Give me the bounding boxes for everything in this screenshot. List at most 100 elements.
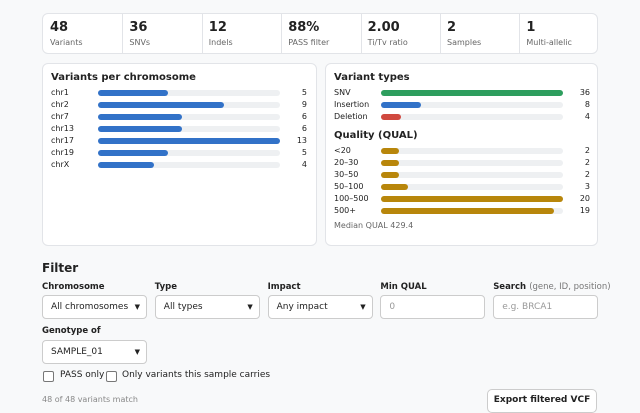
select[interactable]: Any impact ▼	[267, 295, 373, 319]
bar-track	[98, 126, 280, 132]
select-arrow: ▼	[247, 303, 253, 311]
row-label: <20	[334, 146, 351, 155]
bar-track	[381, 172, 563, 178]
checkbox[interactable]	[106, 371, 117, 382]
field-label: Genotype of	[42, 326, 101, 336]
row-label: chr13	[51, 124, 74, 133]
stat-label: Multi-allelic	[526, 38, 572, 47]
field-hint: (gene, ID, position)	[529, 282, 611, 292]
input[interactable]: 0	[380, 295, 486, 319]
bar-track	[381, 102, 563, 108]
stat-value: 1	[526, 20, 536, 35]
row-value: 3	[584, 182, 590, 191]
stat-value: 88%	[288, 20, 320, 35]
row-label: chr1	[51, 88, 69, 97]
select[interactable]: SAMPLE_01 ▼	[42, 340, 147, 364]
median-note: Median QUAL 429.4	[334, 221, 414, 230]
divider	[122, 14, 124, 53]
stat-value: 36	[129, 20, 148, 35]
input[interactable]: e.g. BRCA1	[493, 295, 599, 319]
row-value: 4	[301, 160, 307, 169]
row-label: chr17	[51, 136, 74, 145]
bar-track	[98, 114, 280, 120]
row-value: 19	[579, 206, 590, 215]
filter-title: Filter	[42, 261, 79, 275]
field-label: Type	[154, 282, 177, 292]
chromosome-panel: Variants per chromosome chr1 5 chr2 9 chr7 6 c…	[42, 63, 317, 246]
bar	[98, 90, 168, 96]
row-value: 36	[579, 88, 590, 97]
bar	[381, 196, 563, 202]
panel-title: Quality (QUAL)	[334, 130, 418, 141]
stat-label: PASS filter	[288, 38, 330, 47]
stat-value: 48	[50, 20, 69, 35]
select[interactable]: All chromosomes ▼	[42, 295, 147, 319]
panel-title: Variants per chromosome	[51, 72, 196, 83]
divider	[360, 14, 362, 53]
checkbox-label: PASS only	[60, 370, 105, 380]
row-value: 13	[296, 136, 307, 145]
bar	[98, 162, 154, 168]
bar	[381, 90, 563, 96]
field-label: Search	[493, 282, 527, 292]
row-value: 4	[584, 112, 590, 121]
checkbox[interactable]	[43, 371, 54, 382]
divider	[440, 14, 441, 53]
bar	[381, 102, 422, 108]
bar	[98, 150, 168, 156]
stat-value: 2	[447, 20, 457, 35]
select-value: Any impact	[276, 302, 328, 312]
field-label: Impact	[267, 282, 301, 292]
row-value: 5	[301, 148, 307, 157]
row-value: 6	[301, 112, 307, 121]
field-label: Chromosome	[42, 282, 105, 292]
bar	[381, 148, 400, 154]
bar	[381, 160, 400, 166]
panel-title: Variant types	[334, 72, 410, 83]
row-label: 500+	[334, 206, 356, 215]
bar	[98, 138, 280, 144]
row-value: 2	[584, 170, 590, 179]
bar-track	[381, 184, 563, 190]
row-value: 8	[584, 100, 590, 109]
row-value: 2	[584, 146, 590, 155]
bar	[381, 172, 400, 178]
divider	[201, 14, 203, 53]
stats-card: 48 Variants 36 SNVs 12 Indels 88% PASS filter 2.…	[42, 13, 598, 54]
bar	[98, 114, 182, 120]
bar	[381, 184, 409, 190]
row-label: 30–50	[334, 170, 359, 179]
row-label: 100–500	[334, 194, 369, 203]
row-value: 5	[301, 88, 307, 97]
row-label: chr2	[51, 100, 69, 109]
select-value: All chromosomes	[51, 302, 129, 312]
placeholder: 0	[389, 302, 396, 312]
row-label: 20–30	[334, 158, 359, 167]
row-label: chrX	[51, 160, 70, 169]
row-value: 20	[579, 194, 590, 203]
stat-label: Ti/Tv ratio	[367, 38, 408, 47]
bar	[381, 114, 402, 120]
stat-value: 2.00	[367, 20, 400, 35]
select-value: SAMPLE_01	[51, 347, 103, 357]
select[interactable]: All types ▼	[154, 295, 260, 319]
field-label: Min QUAL	[380, 282, 427, 292]
bar-track	[381, 148, 563, 154]
row-value: 9	[301, 100, 307, 109]
select-arrow: ▼	[134, 303, 140, 311]
stat-label: SNVs	[129, 38, 151, 47]
placeholder: e.g. BRCA1	[502, 302, 553, 312]
bar	[381, 208, 554, 214]
types-panel: Variant types Quality (QUAL) Median QUAL…	[325, 63, 598, 246]
bar-track	[381, 114, 563, 120]
divider	[281, 14, 283, 53]
row-label: chr7	[51, 112, 69, 121]
row-label: 50–100	[334, 182, 364, 191]
bar-track	[381, 160, 563, 166]
row-label: Insertion	[334, 100, 370, 109]
bar-track	[98, 162, 280, 168]
bar-track	[98, 150, 280, 156]
export-button[interactable]: Export filtered VCF	[487, 389, 597, 413]
row-label: SNV	[334, 88, 351, 97]
bar	[98, 102, 224, 108]
